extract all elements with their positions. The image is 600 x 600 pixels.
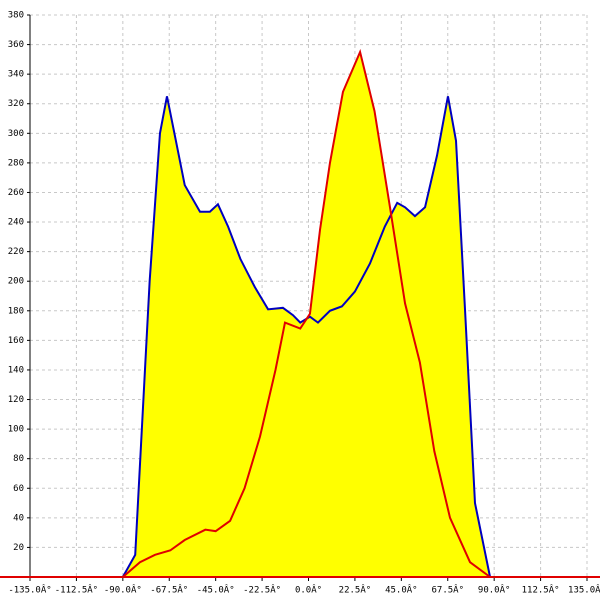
y-tick-label: 240 xyxy=(8,218,24,228)
y-tick-label: 200 xyxy=(8,277,24,287)
y-tick-label: 80 xyxy=(13,454,24,464)
x-tick-label: -135.0Â° xyxy=(8,584,51,596)
y-tick-label: 60 xyxy=(13,484,24,494)
y-tick-label: 20 xyxy=(13,543,24,553)
x-tick-label: 112.5Â° xyxy=(522,584,560,596)
y-tick-label: 320 xyxy=(8,99,24,109)
x-tick-label: -22.5Â° xyxy=(243,584,281,596)
y-tick-label: 380 xyxy=(8,11,24,21)
y-tick-label: 100 xyxy=(8,425,24,435)
x-tick-label: -67.5Â° xyxy=(150,584,188,596)
areas xyxy=(122,51,499,577)
area xyxy=(122,51,491,577)
y-tick-label: 140 xyxy=(8,365,24,375)
series-line xyxy=(121,96,499,578)
x-tick-label: -112.5Â° xyxy=(55,584,98,596)
y-tick-label: 280 xyxy=(8,158,24,168)
y-tick-label: 360 xyxy=(8,40,24,50)
y-tick-label: 300 xyxy=(8,129,24,139)
y-tick-label: 260 xyxy=(8,188,24,198)
x-tick-label: 0.0Â° xyxy=(295,584,322,596)
lines xyxy=(121,48,499,578)
y-tick-label: 40 xyxy=(13,513,24,523)
x-tick-label: 90.0Â° xyxy=(478,584,511,596)
series-line xyxy=(122,48,491,578)
y-tick-label: 340 xyxy=(8,70,24,80)
x-tick-label: -45.0Â° xyxy=(197,584,235,596)
x-tick-label: -90.0Â° xyxy=(104,584,142,596)
x-tick-label: 45.0Â° xyxy=(385,584,418,596)
y-tick-label: 220 xyxy=(8,247,24,257)
axes: 20 40 60 80 100 120 140 160 180 200 220 240 260 280 30… xyxy=(0,11,600,596)
y-tick-label: 120 xyxy=(8,395,24,405)
x-tick-label: 22.5Â° xyxy=(339,584,372,596)
y-tick-label: 160 xyxy=(8,336,24,346)
x-tick-label: 135.0Â° xyxy=(568,584,600,596)
x-tick-label: 67.5Â° xyxy=(431,584,464,596)
y-tick-label: 180 xyxy=(8,306,24,316)
